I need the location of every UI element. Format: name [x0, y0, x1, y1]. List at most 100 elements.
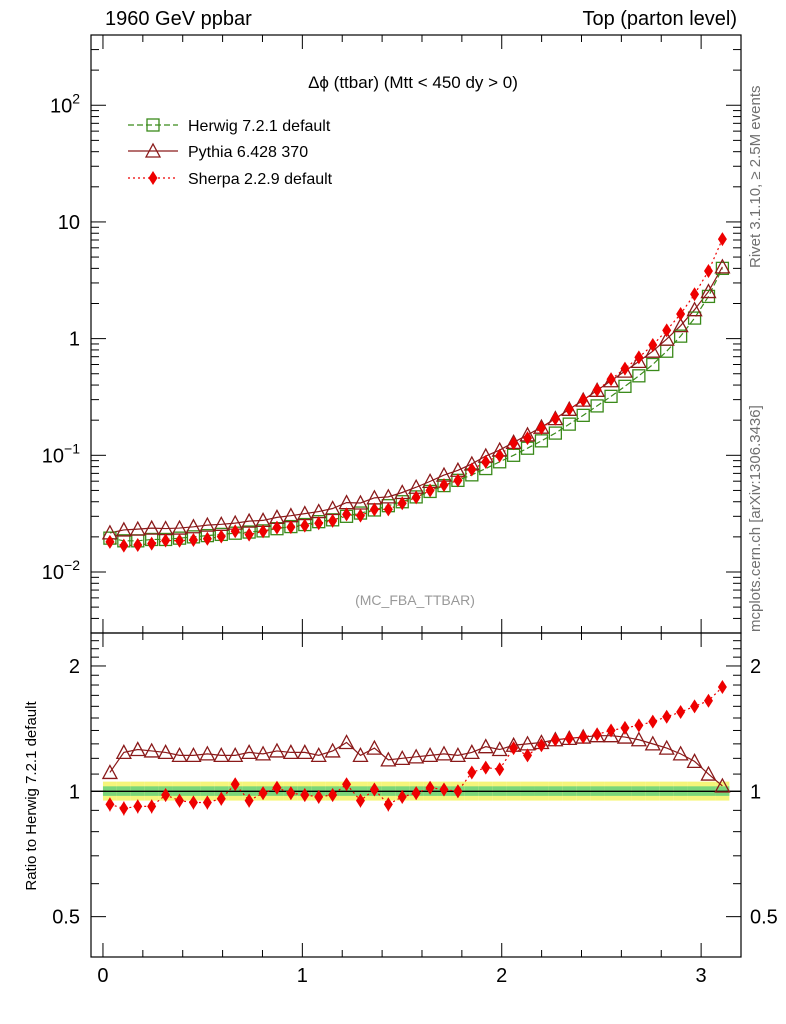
sherpa-ratio-point [676, 705, 686, 720]
pythia-point [199, 516, 216, 532]
sherpa-ratio-point [467, 765, 477, 780]
sherpa-point [272, 520, 282, 535]
chart-title: Δϕ (ttbar) (Mtt < 450 dy > 0) [308, 73, 518, 92]
pythia-ratio-point [380, 751, 397, 767]
pythia-point [185, 518, 202, 534]
y-tick-label: 10−2 [42, 557, 80, 584]
sherpa-ratio-point [355, 793, 365, 808]
pythia-ratio-point [310, 746, 327, 763]
analysis-label: (MC_FBA_TTBAR) [355, 592, 475, 608]
sherpa-ratio-point [662, 709, 672, 724]
pythia-ratio-point [213, 746, 230, 763]
sherpa-point [342, 507, 352, 522]
sherpa-point [133, 538, 143, 553]
pythia-ratio-point [449, 746, 466, 763]
ratio-y-tick-label: 1 [69, 781, 80, 803]
herwig-point [576, 408, 590, 422]
pythia-ratio-point [602, 727, 620, 743]
sherpa-ratio-point [592, 727, 602, 742]
pythia-ratio-point [630, 731, 647, 747]
pythia-point [115, 521, 132, 537]
sherpa-point [328, 513, 338, 528]
sherpa-point [662, 323, 672, 338]
header-left: 1960 GeV ppbar [105, 8, 252, 30]
sherpa-point [648, 337, 658, 352]
sherpa-point [161, 533, 171, 548]
sherpa-ratio-point [620, 720, 630, 735]
sherpa-ratio-point [634, 718, 644, 733]
pythia-ratio-point [268, 742, 286, 758]
herwig-point [618, 379, 632, 393]
herwig-point [590, 399, 604, 413]
sherpa-point [592, 382, 602, 397]
pythia-ratio-point [366, 739, 383, 755]
sherpa-ratio-point [258, 786, 268, 801]
ratio-y-tick-label: 0.5 [52, 907, 80, 929]
pythia-line [109, 266, 723, 534]
sherpa-ratio-point [105, 797, 115, 812]
sherpa-point [453, 473, 463, 488]
sherpa-ratio-point [300, 787, 310, 802]
mcplots-label: mcplots.cern.ch [arXiv:1306.3436] [747, 405, 764, 632]
sherpa-ratio-point [453, 784, 463, 799]
ratio-y-tick-label-right: 2 [750, 656, 761, 678]
sherpa-point [439, 478, 449, 493]
pythia-ratio-point [115, 744, 132, 760]
legend-marker [144, 142, 162, 158]
sherpa-point [564, 402, 574, 417]
pythia-ratio-point [296, 744, 313, 760]
sherpa-ratio-point [509, 741, 519, 756]
header-right: Top (parton level) [582, 8, 737, 30]
sherpa-ratio-point [175, 793, 185, 808]
sherpa-point [369, 502, 379, 517]
sherpa-ratio-point [550, 732, 560, 747]
sherpa-point [717, 232, 727, 247]
sherpa-ratio-point [481, 760, 491, 775]
sherpa-point [314, 516, 324, 531]
sherpa-point [216, 529, 226, 544]
sherpa-point [523, 431, 533, 446]
herwig-point [548, 426, 563, 440]
pythia-ratio-point [408, 748, 425, 764]
pythia-ratio-point [394, 749, 411, 765]
sherpa-ratio-point [648, 714, 658, 729]
sherpa-point [481, 454, 491, 469]
pythia-point [658, 330, 675, 346]
sherpa-point [119, 538, 129, 553]
sherpa-point [202, 531, 212, 546]
sherpa-ratio-point [314, 789, 324, 804]
x-tick-label: 3 [696, 965, 707, 987]
pythia-ratio-point [199, 745, 216, 761]
pythia-ratio-point [644, 735, 661, 751]
pythia-ratio-point [324, 742, 341, 758]
sherpa-point [536, 420, 546, 435]
pythia-ratio-point [616, 728, 634, 744]
sherpa-point [425, 483, 435, 498]
pythia-point [143, 519, 160, 535]
sherpa-ratio-point [369, 782, 379, 797]
sherpa-point [286, 520, 296, 535]
pythia-point [700, 283, 717, 299]
pythia-point [616, 362, 634, 378]
pythia-ratio-point [686, 753, 703, 769]
pythia-ratio-point [241, 744, 258, 760]
sherpa-ratio-point [536, 738, 546, 753]
x-tick-label: 0 [97, 965, 108, 987]
pythia-ratio-point [254, 745, 272, 761]
sherpa-point [300, 518, 310, 533]
sherpa-point [620, 361, 630, 376]
legend-label: Herwig 7.2.1 default [188, 118, 331, 135]
ratio-frame [90, 632, 742, 958]
sherpa-point [230, 524, 240, 539]
sherpa-ratio-point [202, 795, 212, 810]
sherpa-ratio-point [119, 801, 129, 816]
sherpa-ratio-point [244, 793, 254, 808]
sherpa-ratio-point [564, 731, 574, 746]
rivet-label: Rivet 3.1.10, ≥ 2.5M events [747, 85, 764, 269]
pythia-ratio-point [129, 741, 146, 757]
sherpa-point [411, 490, 421, 505]
pythia-ratio-point [672, 745, 689, 761]
pythia-ratio-point [658, 739, 675, 755]
sherpa-ratio-point [690, 699, 700, 714]
